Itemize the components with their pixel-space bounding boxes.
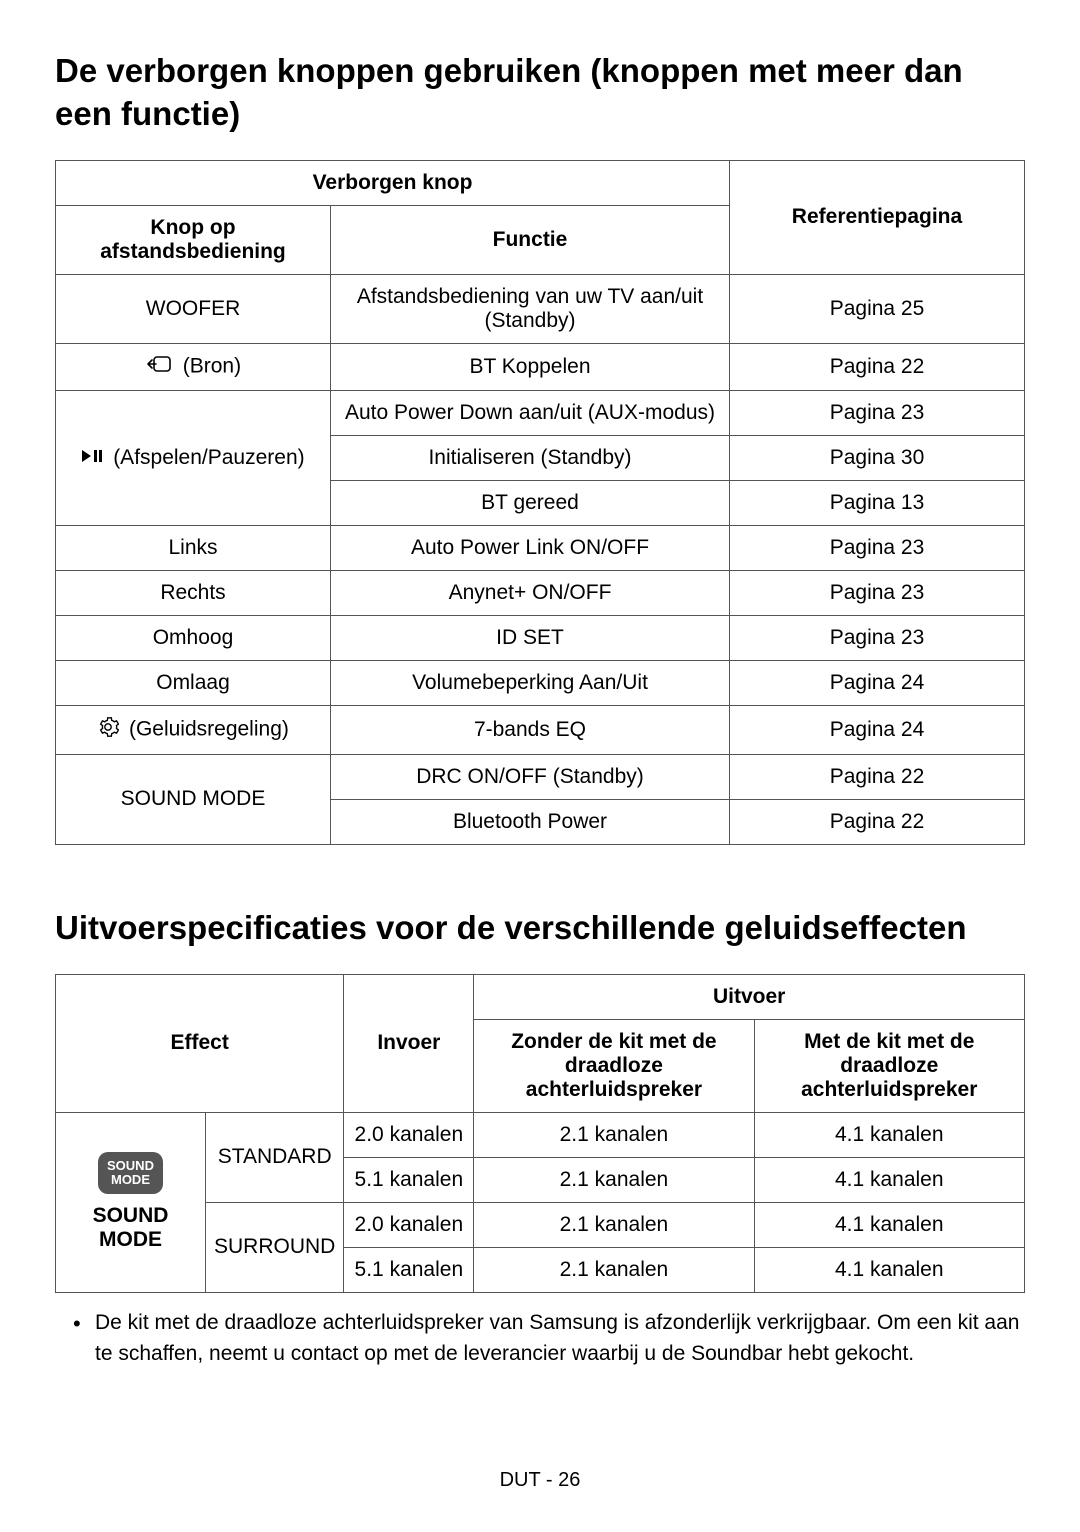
cell-std-20: 2.0 kanalen (344, 1112, 474, 1157)
sound-mode-badge: SOUND MODE (98, 1152, 163, 1195)
cell-soundmode-btn: SOUND MODE (56, 754, 331, 844)
cell-sur-20-out2: 4.1 kanalen (754, 1202, 1025, 1247)
note-text: De kit met de draadloze achterluidspreke… (55, 1307, 1025, 1370)
cell-rechts-ref: Pagina 23 (730, 570, 1025, 615)
cell-source-ref: Pagina 22 (730, 343, 1025, 390)
play-pause-icon (81, 446, 103, 470)
th-functie: Functie (331, 205, 730, 274)
cell-omlaag-btn: Omlaag (56, 660, 331, 705)
cell-omhoog-btn: Omhoog (56, 615, 331, 660)
cell-omhoog-ref: Pagina 23 (730, 615, 1025, 660)
cell-gear-fn: 7-bands EQ (331, 705, 730, 754)
cell-play-ref3: Pagina 13 (730, 480, 1025, 525)
play-label: (Afspelen/Pauzeren) (107, 446, 304, 469)
cell-sur-51: 5.1 kanalen (344, 1247, 474, 1292)
th-zonder-kit: Zonder de kit met de draadloze achterlui… (474, 1019, 754, 1112)
th-met-kit: Met de kit met de draadloze achterluidsp… (754, 1019, 1025, 1112)
cell-soundmode-fn1: DRC ON/OFF (Standby) (331, 754, 730, 799)
cell-soundmode-ref1: Pagina 22 (730, 754, 1025, 799)
cell-std-20-out2: 4.1 kanalen (754, 1112, 1025, 1157)
cell-play-fn2: Initialiseren (Standby) (331, 435, 730, 480)
cell-source-fn: BT Koppelen (331, 343, 730, 390)
cell-play-fn1: Auto Power Down aan/uit (AUX-modus) (331, 390, 730, 435)
cell-links-ref: Pagina 23 (730, 525, 1025, 570)
cell-woofer-btn: WOOFER (56, 274, 331, 343)
heading-output-specs: Uitvoerspecificaties voor de verschillen… (55, 907, 1025, 950)
th-knop-op-afstandsbediening: Knop op afstandsbediening (56, 205, 331, 274)
cell-play-ref1: Pagina 23 (730, 390, 1025, 435)
cell-standard: STANDARD (206, 1112, 344, 1202)
output-specs-table: Effect Invoer Uitvoer Zonder de kit met … (55, 974, 1025, 1293)
cell-woofer-ref: Pagina 25 (730, 274, 1025, 343)
source-icon (145, 354, 173, 380)
cell-links-btn: Links (56, 525, 331, 570)
cell-soundmode-fn2: Bluetooth Power (331, 799, 730, 844)
heading-hidden-buttons: De verborgen knoppen gebruiken (knoppen … (55, 50, 1025, 136)
cell-std-20-out1: 2.1 kanalen (474, 1112, 754, 1157)
cell-omlaag-ref: Pagina 24 (730, 660, 1025, 705)
th-effect: Effect (56, 974, 344, 1112)
cell-sur-20: 2.0 kanalen (344, 1202, 474, 1247)
cell-omhoog-fn: ID SET (331, 615, 730, 660)
cell-rechts-fn: Anynet+ ON/OFF (331, 570, 730, 615)
cell-play-ref2: Pagina 30 (730, 435, 1025, 480)
gear-label: (Geluidsregeling) (123, 717, 289, 740)
cell-gear-ref: Pagina 24 (730, 705, 1025, 754)
cell-links-fn: Auto Power Link ON/OFF (331, 525, 730, 570)
cell-sur-20-out1: 2.1 kanalen (474, 1202, 754, 1247)
cell-std-51-out2: 4.1 kanalen (754, 1157, 1025, 1202)
cell-omlaag-fn: Volumebeperking Aan/Uit (331, 660, 730, 705)
cell-gear-btn: (Geluidsregeling) (56, 705, 331, 754)
th-referentiepagina: Referentiepagina (730, 160, 1025, 274)
cell-soundmode-effect: SOUND MODE SOUND MODE (56, 1112, 206, 1292)
soundmode-label: SOUND MODE (64, 1204, 197, 1252)
cell-sur-51-out2: 4.1 kanalen (754, 1247, 1025, 1292)
source-label: (Bron) (177, 354, 241, 377)
cell-std-51: 5.1 kanalen (344, 1157, 474, 1202)
gear-icon (97, 716, 119, 744)
cell-play-fn3: BT gereed (331, 480, 730, 525)
cell-surround: SURROUND (206, 1202, 344, 1292)
cell-soundmode-ref2: Pagina 22 (730, 799, 1025, 844)
th-verborgen-knop: Verborgen knop (56, 160, 730, 205)
cell-woofer-fn: Afstandsbediening van uw TV aan/uit (Sta… (331, 274, 730, 343)
cell-source-btn: (Bron) (56, 343, 331, 390)
cell-sur-51-out1: 2.1 kanalen (474, 1247, 754, 1292)
cell-play-btn: (Afspelen/Pauzeren) (56, 390, 331, 525)
cell-std-51-out1: 2.1 kanalen (474, 1157, 754, 1202)
badge-line1: SOUND (107, 1158, 154, 1173)
page-footer: DUT - 26 (0, 1469, 1080, 1492)
th-uitvoer: Uitvoer (474, 974, 1025, 1019)
cell-rechts-btn: Rechts (56, 570, 331, 615)
hidden-buttons-table: Verborgen knop Referentiepagina Knop op … (55, 160, 1025, 845)
th-invoer: Invoer (344, 974, 474, 1112)
badge-line2: MODE (111, 1172, 150, 1187)
